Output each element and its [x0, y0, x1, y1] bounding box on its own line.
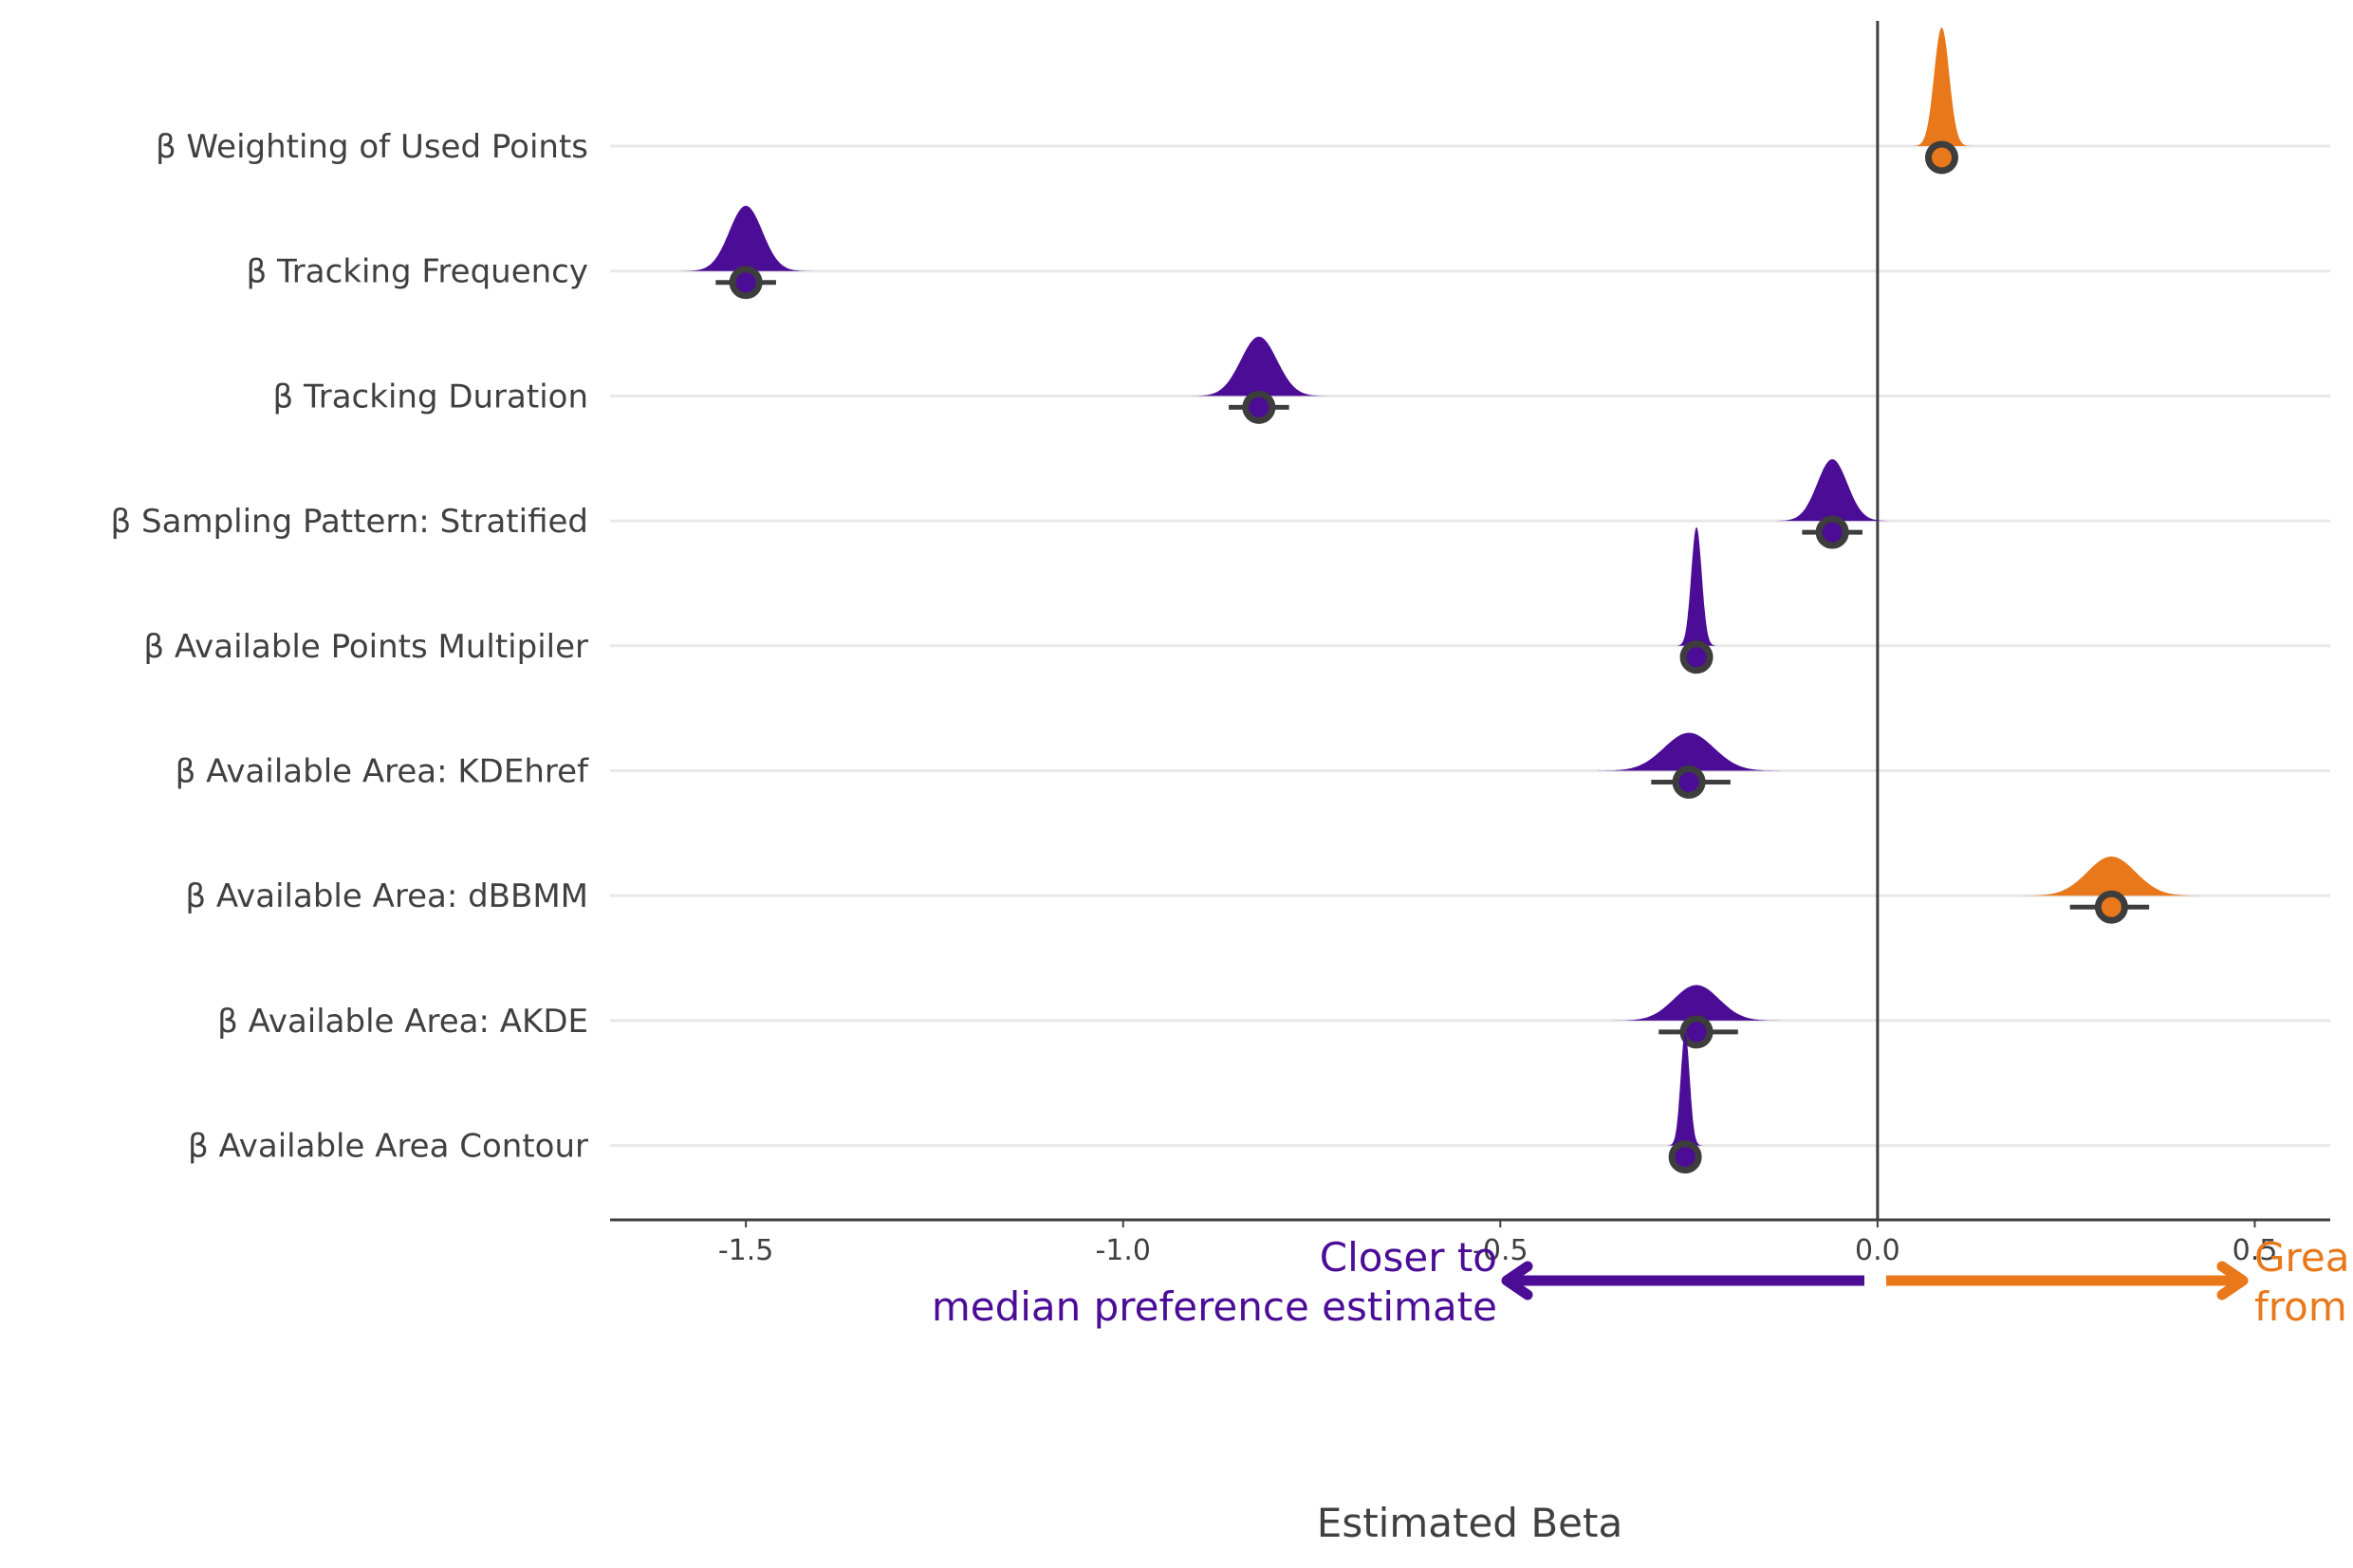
y-label: β Tracking Duration: [272, 378, 588, 415]
density-shape: [1675, 526, 1718, 646]
y-label: β Tracking Frequency: [246, 253, 588, 291]
density-shape: [1771, 459, 1893, 522]
gridlines: [610, 144, 2330, 1148]
y-label: β Available Area: AKDE: [217, 1003, 588, 1041]
point-estimate: [1672, 766, 1706, 799]
point-estimate: [1668, 1140, 1702, 1174]
density-shape: [1605, 985, 1788, 1021]
point-estimate: [729, 266, 763, 300]
x-axis-ticks: -1.5 -1.0 -0.5 0.0 0.5: [718, 1220, 2277, 1267]
density-shape: [1667, 1032, 1704, 1146]
point-estimate: [1815, 515, 1849, 549]
x-tick-label: 0.5: [2233, 1234, 2278, 1267]
x-tick-label: -0.5: [1473, 1234, 1529, 1267]
x-tick-label: -1.5: [718, 1234, 774, 1267]
left-arrow-head: [1501, 1261, 1533, 1301]
density-shape: [2014, 856, 2209, 896]
density-shape: [679, 205, 813, 271]
x-axis-title: Estimated Beta: [1317, 1500, 1622, 1546]
right-arrow-head: [2216, 1261, 2249, 1301]
density-shape: [1911, 28, 1973, 146]
x-tick-label: -1.0: [1095, 1234, 1151, 1267]
y-label: β Available Area: dBBMM: [185, 877, 588, 915]
right-annotation-line2: from: [2254, 1283, 2347, 1330]
point-estimate: [1679, 1015, 1714, 1049]
point-estimate: [1924, 140, 1958, 175]
annotation-right: Grea from: [1886, 1234, 2349, 1330]
left-annotation-line1: Closer to: [1320, 1234, 1497, 1281]
x-tick-label: 0.0: [1855, 1234, 1900, 1267]
annotation-left: Closer to median preference estimate: [932, 1234, 1864, 1330]
y-label: β Weighting of Used Points: [156, 128, 588, 166]
y-label: β Available Area: KDEhref: [176, 753, 589, 791]
right-annotation-line1: Grea: [2254, 1234, 2349, 1281]
y-label: β Available Points Multipiler: [143, 628, 588, 666]
y-axis-labels: β Weighting of Used Points β Tracking Fre…: [111, 128, 589, 1166]
point-estimate: [1679, 640, 1714, 674]
distributions: [679, 28, 2209, 1174]
left-annotation-line2: median preference estimate: [932, 1283, 1497, 1330]
y-label: β Available Area Contour: [188, 1128, 588, 1166]
point-estimate: [1242, 390, 1276, 424]
point-estimate: [2094, 890, 2128, 924]
density-shape: [1589, 732, 1789, 771]
density-shape: [1186, 336, 1332, 397]
y-label: β Sampling Pattern: Stratified: [111, 503, 588, 541]
